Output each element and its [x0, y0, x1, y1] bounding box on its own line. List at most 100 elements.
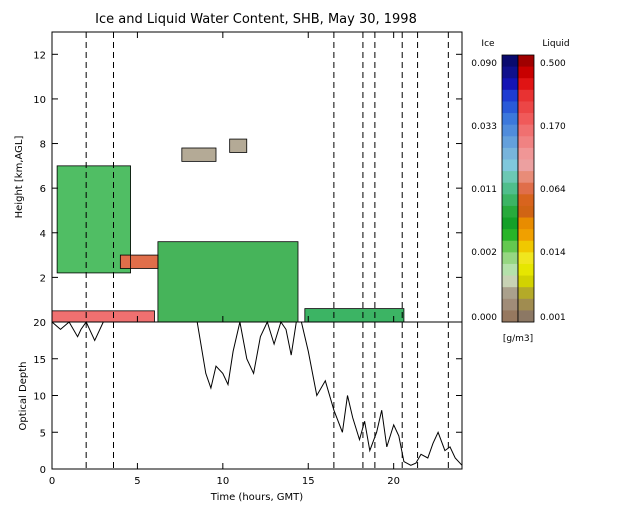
region-ice-3	[157, 241, 298, 322]
top-y-axis-label: Height [km,AGL]	[14, 136, 25, 219]
region-ice-2	[57, 165, 131, 273]
top-dashed-lines	[85, 32, 449, 322]
colorbar-liquid-swatch-18	[518, 252, 534, 265]
colorbar-ice-swatch-3	[502, 78, 518, 91]
bottom-y-ticks: 0 5 10 15 20	[33, 318, 462, 476]
colorbar-ice-tick: 0.011	[471, 185, 497, 195]
colorbar-ice-swatch-7	[502, 124, 518, 137]
colorbar-ice-swatch-1	[502, 55, 518, 68]
bottom-dashed-lines	[85, 322, 449, 469]
colorbar-liquid-swatch-1	[518, 55, 534, 68]
region-outline-7	[119, 254, 159, 269]
colorbar-ice-swatch-23	[502, 310, 518, 323]
colorbar-ice-tick: 0.002	[471, 248, 497, 258]
colorbar: Ice Liquid 0.090 0.033 0.011 0.002 0.000 0.50…	[471, 39, 569, 344]
colorbar-liquid-swatch-4	[518, 89, 534, 102]
colorbar-ice-swatch-15	[502, 217, 518, 230]
colorbar-ice-scale	[501, 54, 519, 323]
bottom-y-axis-label: Optical Depth	[18, 362, 29, 431]
top-y-tick-label: 2	[40, 273, 46, 284]
optical-depth-panel: 0 5 10 15 20 0 5 10 15 20 Optical Depth Time (ho…	[18, 32, 463, 503]
colorbar-liquid-swatch-12	[518, 182, 534, 195]
colorbar-liquid-swatch-13	[518, 194, 534, 207]
x-tick-label: 20	[387, 476, 400, 487]
colorbar-ice-swatch-20	[502, 275, 518, 288]
colorbar-liquid-swatch-22	[518, 298, 534, 311]
colorbar-unit: [g/m3]	[503, 334, 533, 344]
x-tick-label: 15	[302, 476, 315, 487]
region-ice-5	[229, 139, 247, 153]
bottom-plot-background	[52, 322, 462, 469]
colorbar-ice-swatch-18	[502, 252, 518, 265]
region-ice-4	[304, 308, 404, 322]
region-ice-6	[181, 148, 216, 162]
colorbar-liquid-tick: 0.014	[540, 248, 566, 258]
colorbar-ice-swatch-8	[502, 136, 518, 149]
top-y-tick-label: 12	[33, 50, 46, 61]
colorbar-liquid-swatch-21	[518, 287, 534, 300]
colorbar-ice-swatch-5	[502, 101, 518, 114]
colorbar-ice-tick: 0.033	[471, 122, 497, 132]
colorbar-liquid-swatch-7	[518, 124, 534, 137]
colorbar-ice-swatch-10	[502, 159, 518, 172]
x-tick-label: 0	[49, 476, 55, 487]
colorbar-liquid-swatch-9	[518, 147, 534, 160]
top-y-ticks: 2 4 6 8 10 12	[33, 50, 462, 284]
bottom-y-tick-label: 0	[40, 465, 46, 476]
colorbar-liquid-tick: 0.064	[540, 185, 566, 195]
colorbar-ice-tick: 0.090	[471, 59, 497, 69]
colorbar-ice-swatch-22	[502, 298, 518, 311]
colorbar-ice-swatch-9	[502, 147, 518, 160]
water-content-regions	[52, 139, 404, 322]
colorbar-liquid-swatch-10	[518, 159, 534, 172]
colorbar-liquid-swatch-8	[518, 136, 534, 149]
colorbar-liquid-swatch-6	[518, 113, 534, 126]
region-outline-2	[56, 165, 131, 274]
x-tick-label: 10	[216, 476, 229, 487]
colorbar-ice-swatch-19	[502, 263, 518, 277]
colorbar-liquid-label: Liquid	[542, 39, 569, 49]
chart-title: Ice and Liquid Water Content, SHB, May 3…	[95, 12, 417, 27]
colorbar-ice-swatch-13	[502, 194, 518, 207]
bottom-y-tick-label: 20	[33, 318, 46, 329]
colorbar-ice-tick: 0.000	[471, 313, 497, 323]
colorbar-ice-swatch-2	[502, 66, 518, 79]
colorbar-liquid-swatch-23	[518, 310, 534, 323]
top-y-tick-label: 4	[40, 229, 46, 240]
region-outline-6	[181, 147, 217, 162]
top-y-tick-label: 8	[40, 140, 46, 151]
x-ticks: 0 5 10 15 20	[49, 32, 400, 487]
top-y-tick-label: 6	[40, 184, 46, 195]
colorbar-liquid-swatch-20	[518, 275, 534, 288]
x-tick-label: 5	[134, 476, 140, 487]
colorbar-liquid-swatch-5	[518, 101, 534, 114]
colorbar-liquid-tick: 0.001	[540, 313, 566, 323]
region-liquid-7	[120, 255, 158, 269]
colorbar-ice-swatch-14	[502, 205, 518, 219]
bottom-y-tick-label: 10	[33, 392, 46, 403]
colorbar-liquid-swatch-16	[518, 229, 534, 242]
colorbar-liquid-swatch-17	[518, 240, 534, 253]
colorbar-liquid-swatch-2	[518, 66, 534, 79]
bottom-y-tick-label: 5	[40, 428, 46, 439]
colorbar-ice-label: Ice	[481, 39, 495, 49]
region-liquid-1	[52, 310, 155, 322]
colorbar-liquid-swatch-3	[518, 78, 534, 91]
colorbar-liquid-swatch-15	[518, 217, 534, 230]
colorbar-liquid-tick: 0.500	[540, 59, 566, 69]
x-axis-label: Time (hours, GMT)	[210, 492, 304, 503]
colorbar-ice-swatch-11	[502, 171, 518, 184]
colorbar-ice-swatch-12	[502, 182, 518, 195]
colorbar-ice-swatch-6	[502, 113, 518, 126]
colorbar-liquid-swatch-19	[518, 263, 534, 277]
colorbar-liquid-scale	[517, 54, 535, 323]
colorbar-liquid-tick: 0.170	[540, 122, 566, 132]
bottom-y-tick-label: 15	[33, 355, 46, 366]
colorbar-liquid-swatch-14	[518, 205, 534, 219]
top-y-tick-label: 10	[33, 95, 46, 106]
colorbar-liquid-frame	[517, 54, 535, 323]
colorbar-ice-swatch-4	[502, 89, 518, 102]
colorbar-ice-swatch-16	[502, 229, 518, 242]
colorbar-ice-swatch-17	[502, 240, 518, 253]
